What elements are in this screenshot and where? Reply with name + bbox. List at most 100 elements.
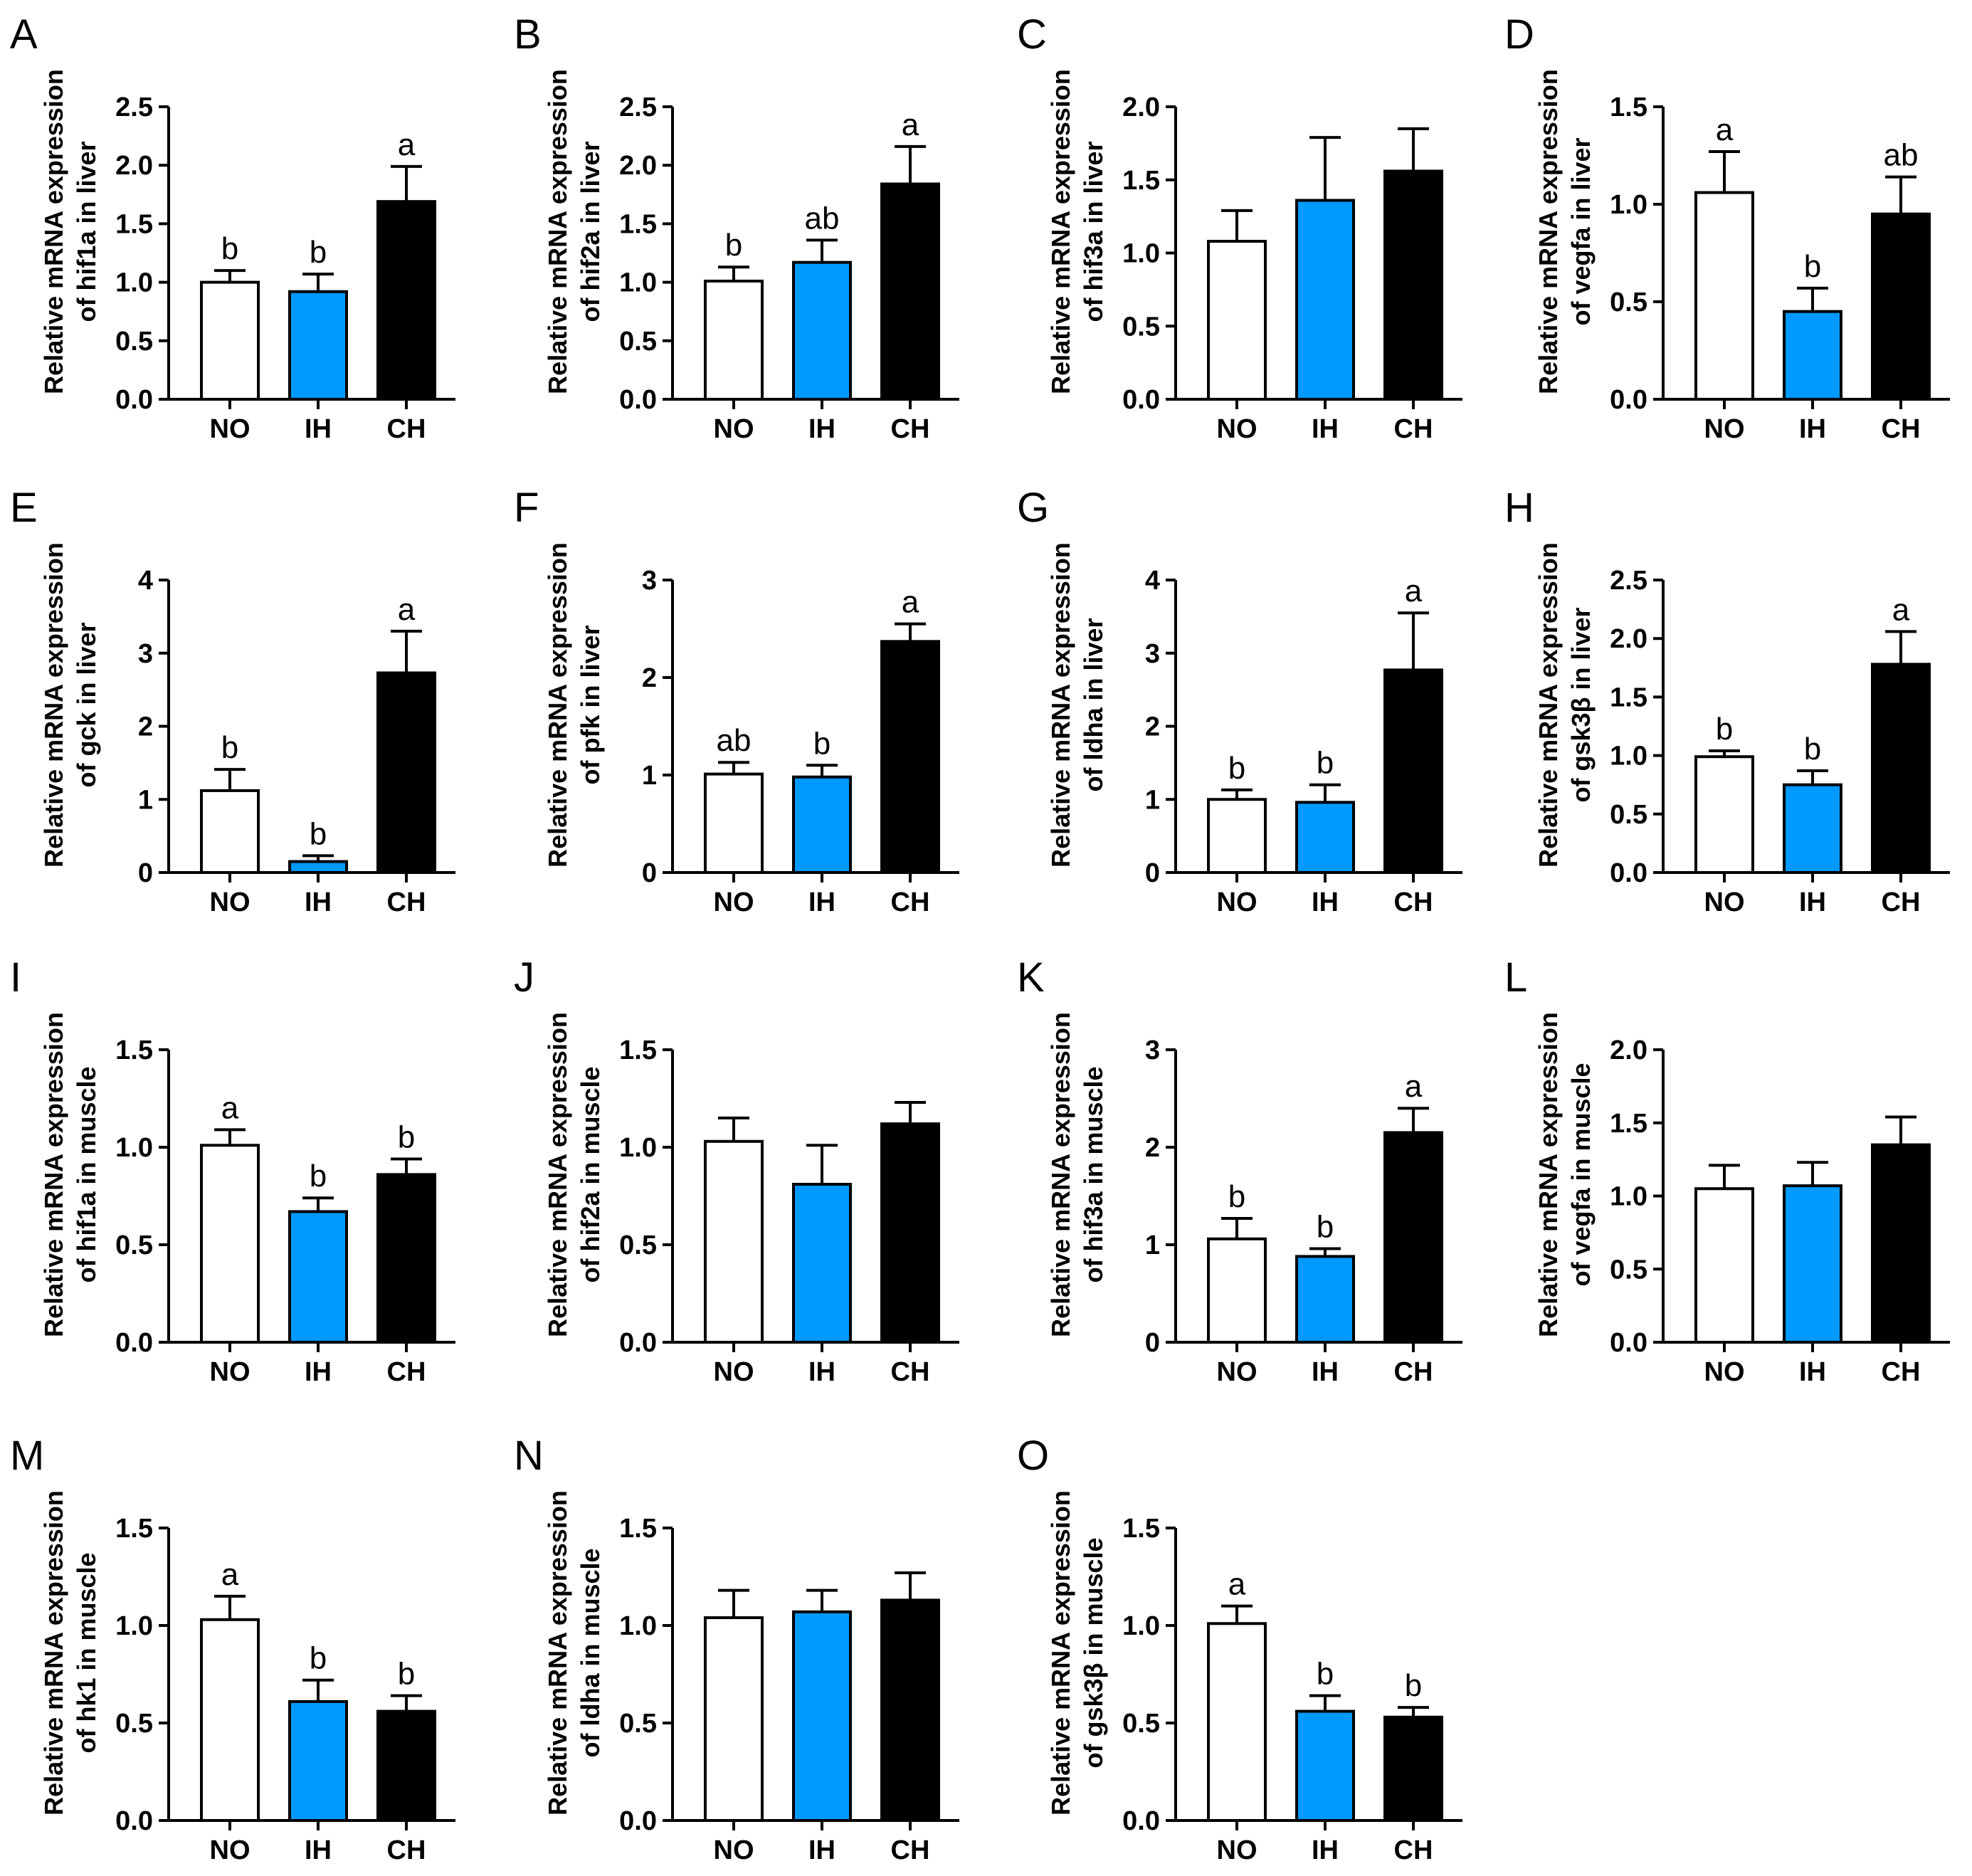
- panel-letter: D: [1504, 11, 1534, 58]
- x-tick-label: CH: [1394, 414, 1433, 444]
- significance-label: a: [221, 1557, 239, 1592]
- bar-NO: [704, 1616, 764, 1822]
- x-tick-label: IH: [305, 1835, 332, 1865]
- y-tick-label: 4: [1145, 566, 1160, 596]
- y-tick-label: 1.0: [619, 1611, 657, 1641]
- bar-NO: [704, 279, 764, 401]
- y-tick-label: 1.0: [1122, 239, 1160, 269]
- y-axis-label: Relative mRNA expression of pfk in liver: [543, 542, 605, 868]
- y-tick-label: 1: [138, 785, 153, 815]
- panel-letter: L: [1504, 954, 1527, 1001]
- x-tick-label: NO: [210, 887, 251, 917]
- y-tick-label: 2.0: [1122, 93, 1160, 122]
- x-tick-label: CH: [891, 1835, 930, 1865]
- y-tick-label: 0.5: [619, 1709, 657, 1739]
- y-tick-label: 0.0: [619, 1328, 657, 1358]
- y-tick-label: 1.0: [619, 1133, 657, 1163]
- panel-letter: M: [10, 1433, 44, 1479]
- y-tick-label: 0.5: [1610, 800, 1647, 830]
- y-axis-label-line: Relative mRNA expression: [39, 69, 68, 394]
- y-axis-label-line: Relative mRNA expression: [543, 542, 572, 868]
- y-tick-label: 1.0: [1610, 190, 1647, 220]
- y-axis-label-line: Relative mRNA expression: [1046, 542, 1075, 868]
- y-axis-label-line: of hif1a in muscle: [72, 1066, 101, 1282]
- y-axis-label-line: of hif3a in liver: [1079, 141, 1108, 322]
- x-tick-label: NO: [1704, 887, 1745, 917]
- bar-NO: [200, 280, 260, 401]
- x-tick-label: IH: [808, 1357, 835, 1387]
- y-tick-label: 1: [1145, 1231, 1160, 1260]
- y-tick-label: 1.0: [1610, 1182, 1647, 1212]
- x-tick-label: NO: [1217, 1835, 1257, 1865]
- y-tick-label: 0: [1145, 1328, 1160, 1358]
- significance-label: a: [1716, 112, 1734, 147]
- y-tick-label: 0: [642, 858, 657, 888]
- x-tick-label: CH: [387, 414, 426, 444]
- x-tick-label: CH: [1882, 414, 1921, 444]
- bar-NO: [1694, 1187, 1754, 1344]
- y-axis-label: Relative mRNA expression of vegfa in live…: [1534, 69, 1596, 394]
- y-axis-label-line: Relative mRNA expression: [1534, 1012, 1563, 1337]
- y-tick-label: 0.5: [1122, 312, 1160, 342]
- significance-label: a: [902, 585, 919, 620]
- y-tick-label: 1.5: [1610, 1109, 1647, 1139]
- y-tick-label: 0.0: [1610, 385, 1647, 415]
- bar-CH: [880, 640, 940, 874]
- bar-NO: [704, 1139, 764, 1344]
- bar-CH: [880, 1122, 940, 1344]
- bar-NO: [1694, 191, 1754, 401]
- panel-letter: O: [1017, 1433, 1049, 1479]
- bar-IH: [792, 1610, 852, 1822]
- y-tick-label: 1.0: [619, 268, 657, 298]
- x-tick-label: NO: [210, 1835, 251, 1865]
- y-tick-label: 3: [1145, 1036, 1160, 1065]
- significance-label: b: [398, 1119, 415, 1154]
- x-tick-label: IH: [1312, 1835, 1339, 1865]
- significance-label: a: [1228, 1567, 1246, 1602]
- y-tick-label: 1: [1145, 785, 1160, 815]
- significance-label: b: [310, 235, 327, 270]
- y-tick-label: 0.5: [115, 1709, 153, 1739]
- y-axis-label-line: Relative mRNA expression: [543, 69, 572, 394]
- bar-IH: [792, 260, 852, 401]
- bar-CH: [376, 1709, 436, 1822]
- x-tick-label: NO: [1217, 1357, 1257, 1387]
- significance-label: a: [902, 107, 919, 142]
- y-tick-label: 2.0: [115, 151, 153, 181]
- significance-label: b: [1317, 746, 1334, 781]
- panel-N: N Relative mRNA expression of ldha in musc…: [514, 1433, 959, 1865]
- x-tick-label: NO: [714, 1357, 754, 1387]
- x-tick-label: IH: [1312, 414, 1339, 444]
- y-tick-label: 2.5: [619, 93, 657, 122]
- x-tick-label: NO: [1704, 414, 1745, 444]
- y-tick-label: 1.0: [115, 268, 153, 298]
- y-tick-label: 0.5: [1610, 1255, 1647, 1285]
- x-tick-label: IH: [808, 887, 835, 917]
- panel-M: M Relative mRNA expression of hk1 in muscl…: [10, 1433, 455, 1865]
- y-axis-label-line: of hif3a in muscle: [1079, 1066, 1108, 1282]
- y-tick-label: 1.5: [619, 1036, 657, 1065]
- bar-CH: [1383, 1715, 1443, 1822]
- bar-CH: [1871, 663, 1931, 874]
- y-tick-label: 0.0: [115, 1328, 153, 1358]
- significance-label: a: [398, 592, 416, 627]
- x-tick-label: IH: [808, 414, 835, 444]
- x-tick-label: IH: [808, 1835, 835, 1865]
- x-tick-label: CH: [1394, 1835, 1433, 1865]
- panel-I: I Relative mRNA expression of hif1a in mus…: [10, 954, 455, 1387]
- bar-IH: [1783, 1184, 1842, 1344]
- y-tick-label: 1.5: [1122, 1514, 1160, 1544]
- x-tick-label: NO: [714, 414, 754, 444]
- y-tick-label: 1.0: [1610, 742, 1647, 771]
- significance-label: b: [813, 726, 831, 761]
- y-tick-label: 0.0: [1122, 385, 1160, 415]
- y-axis-label-line: of hif1a in liver: [72, 141, 101, 322]
- y-tick-label: 2.0: [1610, 624, 1647, 654]
- panel-letter: I: [10, 954, 21, 1001]
- x-tick-label: NO: [1704, 1357, 1745, 1387]
